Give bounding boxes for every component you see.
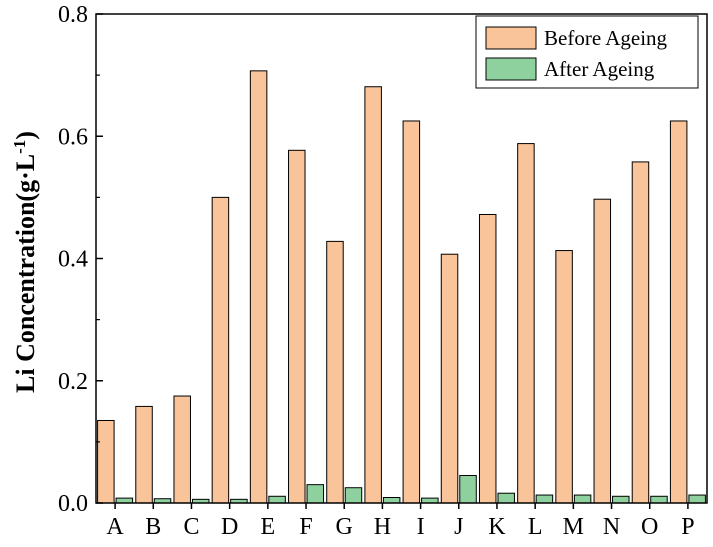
x-tick-label-o: O bbox=[641, 514, 658, 540]
x-tick-label-p: P bbox=[681, 514, 694, 540]
x-tick-label-i: I bbox=[417, 514, 425, 540]
bar-before-ageing-f bbox=[288, 149, 306, 504]
x-tick-label-e: E bbox=[261, 514, 276, 540]
bar-after-ageing-g bbox=[344, 487, 363, 504]
x-tick-label-h: H bbox=[374, 514, 391, 540]
legend-swatch-before-ageing bbox=[485, 26, 537, 50]
y-tick-label: 0.6 bbox=[58, 124, 88, 150]
x-tick-label-g: G bbox=[336, 514, 353, 540]
bar-before-ageing-m bbox=[555, 250, 573, 504]
y-axis-label-prefix: Li Concentration(g·L bbox=[11, 154, 40, 393]
bar-before-ageing-d bbox=[211, 196, 230, 504]
y-tick-label: 0.4 bbox=[58, 247, 88, 273]
bar-before-ageing-o bbox=[631, 161, 650, 504]
bar-before-ageing-h bbox=[364, 86, 382, 504]
bar-after-ageing-e bbox=[268, 495, 286, 504]
legend-swatch-after-ageing bbox=[485, 57, 537, 81]
bar-after-ageing-o bbox=[650, 495, 668, 504]
x-tick-label-k: K bbox=[488, 514, 506, 540]
y-tick-label: 0.0 bbox=[58, 491, 88, 517]
y-tick-label: 0.2 bbox=[58, 369, 88, 395]
bar-before-ageing-c bbox=[173, 395, 191, 504]
y-axis-label: Li Concentration(g·L-1) bbox=[10, 131, 41, 393]
bar-before-ageing-j bbox=[440, 253, 459, 504]
bar-before-ageing-i bbox=[402, 120, 421, 504]
bar-after-ageing-k bbox=[497, 492, 515, 504]
x-tick-label-b: B bbox=[145, 514, 161, 540]
legend: Before Ageing After Ageing bbox=[475, 15, 699, 89]
bar-before-ageing-k bbox=[478, 213, 497, 504]
bar-before-ageing-n bbox=[593, 198, 612, 504]
bar-after-ageing-p bbox=[688, 494, 706, 504]
bar-after-ageing-m bbox=[573, 494, 592, 504]
y-axis-label-superscript: -1 bbox=[10, 140, 29, 154]
bar-before-ageing-l bbox=[517, 143, 535, 504]
x-tick-label-l: L bbox=[528, 514, 543, 540]
bar-before-ageing-g bbox=[326, 240, 344, 504]
y-axis-label-suffix: ) bbox=[11, 131, 40, 140]
x-tick-label-c: C bbox=[183, 514, 199, 540]
x-tick-label-d: D bbox=[221, 514, 238, 540]
bar-after-ageing-l bbox=[535, 494, 554, 504]
bar-before-ageing-p bbox=[669, 120, 688, 504]
bar-after-ageing-h bbox=[382, 497, 401, 504]
bar-before-ageing-b bbox=[135, 405, 153, 504]
x-tick-label-a: A bbox=[106, 514, 124, 540]
ticks: 0.0 0.2 0.4 0.6 0.8 bbox=[58, 2, 689, 517]
bar-after-ageing-f bbox=[306, 484, 325, 504]
legend-label-after-ageing: After Ageing bbox=[544, 57, 655, 81]
x-tick-label-n: N bbox=[603, 514, 620, 540]
bar-after-ageing-j bbox=[459, 474, 477, 504]
bar-before-ageing-e bbox=[249, 70, 268, 504]
x-tick-label-j: J bbox=[454, 514, 463, 540]
bar-after-ageing-n bbox=[612, 495, 630, 504]
legend-label-before-ageing: Before Ageing bbox=[544, 26, 668, 50]
plot-bars bbox=[97, 70, 706, 504]
bar-before-ageing-a bbox=[97, 419, 115, 504]
x-tick-label-f: F bbox=[299, 514, 312, 540]
x-tick-label-m: M bbox=[563, 514, 584, 540]
y-tick-label: 0.8 bbox=[58, 2, 88, 28]
